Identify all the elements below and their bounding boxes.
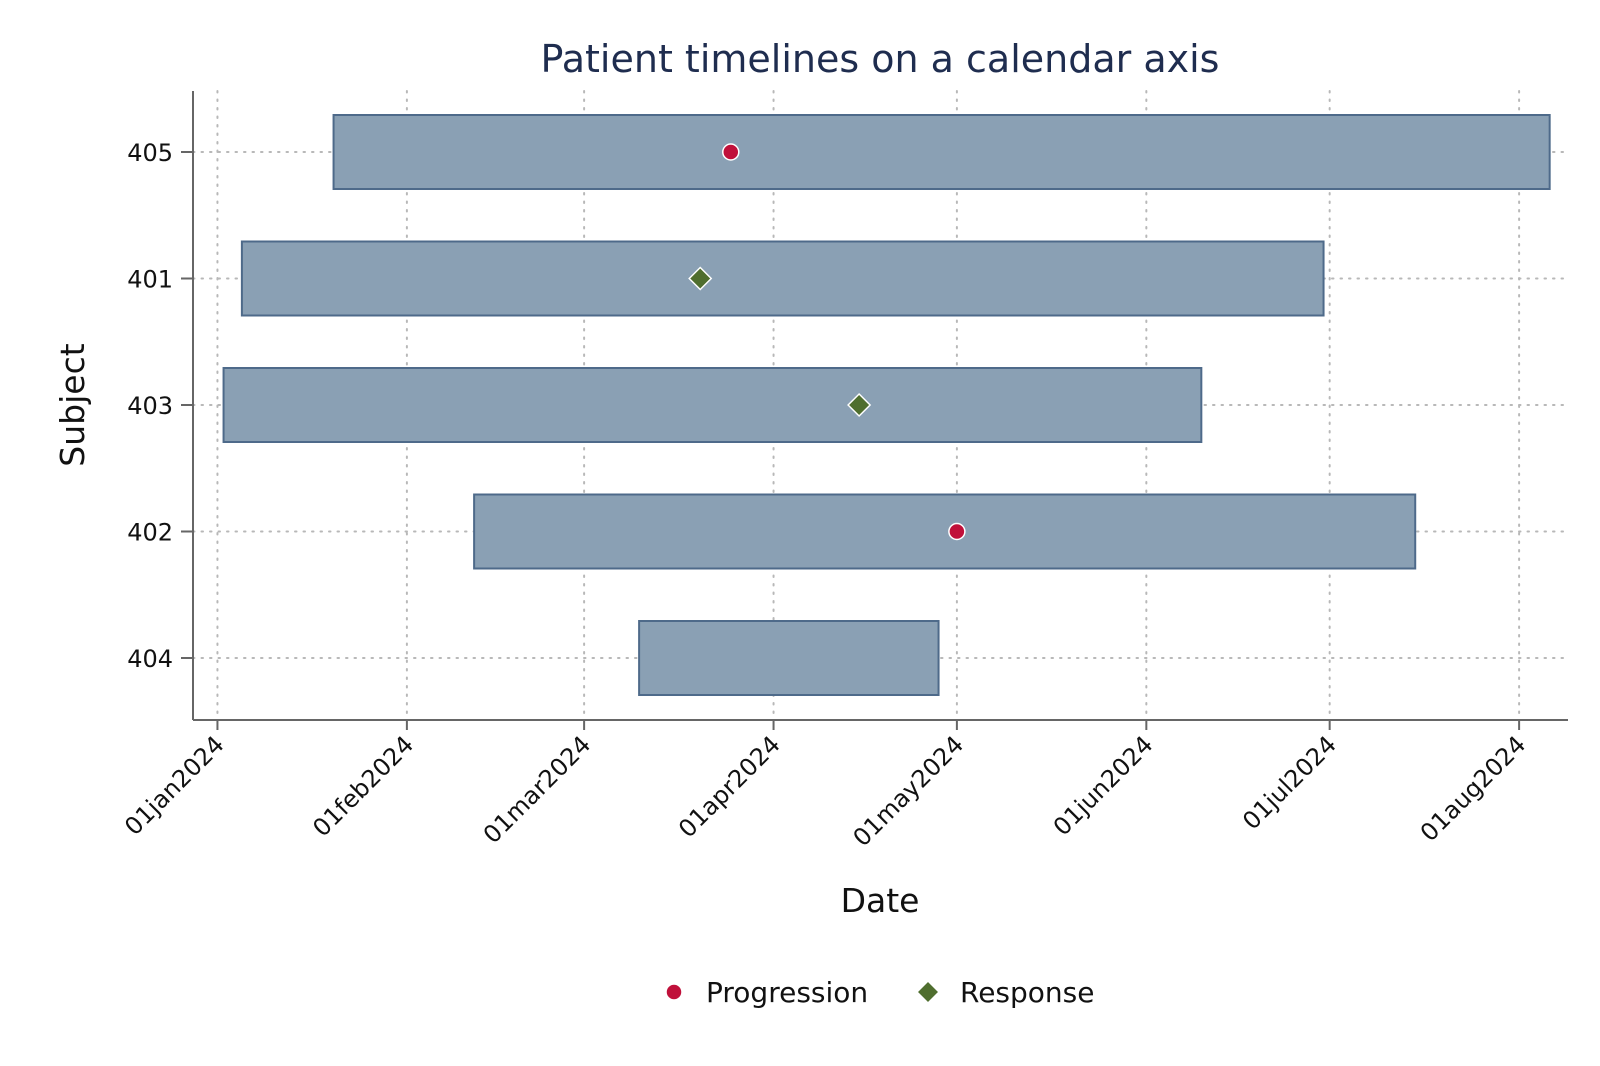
x-tick-label: 01mar2024 bbox=[478, 730, 596, 848]
y-tick-label: 404 bbox=[127, 645, 173, 673]
timeline-bar bbox=[240, 240, 1325, 317]
progression-marker bbox=[948, 522, 966, 541]
legend-progression-marker bbox=[665, 983, 683, 1001]
y-tick-label: 401 bbox=[127, 266, 173, 294]
timeline-bar bbox=[473, 493, 1417, 570]
x-tick-label: 01jan2024 bbox=[119, 730, 229, 840]
legend-label: Response bbox=[960, 976, 1094, 1009]
response-marker bbox=[847, 392, 872, 418]
chart-title: Patient timelines on a calendar axis bbox=[541, 37, 1220, 81]
timeline-bars bbox=[222, 114, 1551, 696]
y-tick-label: 403 bbox=[127, 392, 173, 420]
y-axis-title: Subject bbox=[53, 343, 92, 466]
timeline-bar bbox=[332, 114, 1551, 190]
x-tick-label: 01jul2024 bbox=[1237, 730, 1342, 835]
x-tick-label: 01aug2024 bbox=[1415, 730, 1532, 847]
x-axis-title: Date bbox=[841, 881, 920, 920]
legend-label: Progression bbox=[706, 976, 868, 1009]
y-tick-label: 402 bbox=[127, 519, 173, 547]
x-tick-label: 01feb2024 bbox=[307, 730, 419, 842]
event-markers bbox=[688, 143, 966, 541]
response-marker bbox=[688, 266, 713, 291]
x-tick-label: 01apr2024 bbox=[673, 730, 786, 843]
y-tick-label: 405 bbox=[127, 139, 173, 167]
legend-response-marker bbox=[915, 979, 941, 1005]
timeline-bar bbox=[222, 367, 1203, 443]
progression-marker bbox=[722, 143, 740, 161]
timeline-bar bbox=[638, 620, 940, 696]
x-tick-label: 01jun2024 bbox=[1048, 730, 1159, 841]
x-tick-label: 01may2024 bbox=[848, 730, 970, 852]
legend: Progression Response bbox=[665, 976, 1094, 1009]
